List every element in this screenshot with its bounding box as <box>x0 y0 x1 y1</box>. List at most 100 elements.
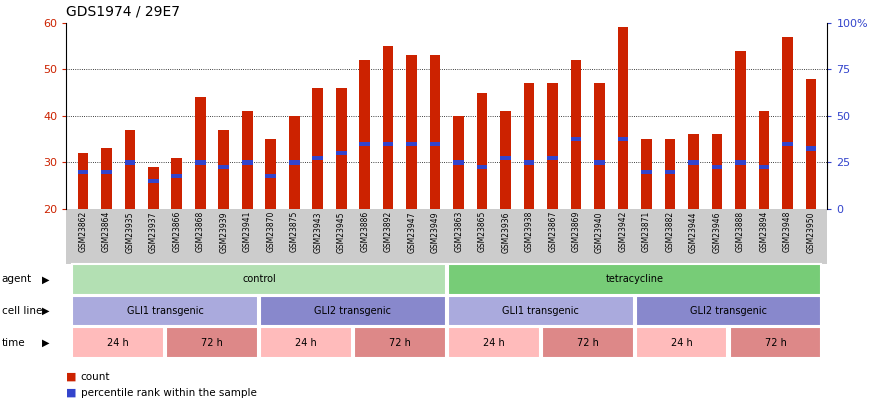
Text: 24 h: 24 h <box>295 338 317 347</box>
Text: GSM23950: GSM23950 <box>806 211 816 252</box>
Text: GSM23947: GSM23947 <box>407 211 416 252</box>
Bar <box>242 111 252 209</box>
Bar <box>712 134 722 209</box>
Text: GLI1 transgenic: GLI1 transgenic <box>127 306 204 316</box>
Bar <box>336 151 347 155</box>
Text: time: time <box>2 338 26 347</box>
Bar <box>665 170 675 174</box>
Text: GSM23942: GSM23942 <box>619 211 627 252</box>
Text: GSM23894: GSM23894 <box>759 211 768 252</box>
Text: count: count <box>81 372 110 382</box>
Text: GSM23935: GSM23935 <box>126 211 135 252</box>
Text: GSM23948: GSM23948 <box>783 211 792 252</box>
Bar <box>571 137 581 141</box>
Text: 24 h: 24 h <box>107 338 129 347</box>
Bar <box>172 174 182 179</box>
Bar <box>383 142 394 146</box>
Bar <box>758 165 769 169</box>
Text: GSM23865: GSM23865 <box>478 211 487 252</box>
Text: GSM23945: GSM23945 <box>336 211 346 252</box>
Text: 72 h: 72 h <box>389 338 411 347</box>
Bar <box>453 160 464 164</box>
Bar <box>383 46 394 209</box>
Bar <box>266 139 276 209</box>
Text: 72 h: 72 h <box>201 338 223 347</box>
Text: GSM23938: GSM23938 <box>525 211 534 252</box>
Text: GSM23882: GSM23882 <box>666 211 674 252</box>
Bar <box>242 160 252 164</box>
Text: ■: ■ <box>66 372 77 382</box>
Bar <box>148 179 158 183</box>
Bar <box>618 28 628 209</box>
Text: GSM23940: GSM23940 <box>595 211 604 252</box>
Text: 24 h: 24 h <box>483 338 504 347</box>
Bar <box>406 55 417 209</box>
Bar <box>805 146 816 151</box>
Text: GSM23886: GSM23886 <box>360 211 369 252</box>
Text: GLI2 transgenic: GLI2 transgenic <box>314 306 391 316</box>
Text: ▶: ▶ <box>42 275 50 284</box>
Bar <box>477 93 488 209</box>
Bar <box>712 165 722 169</box>
Text: GSM23937: GSM23937 <box>149 211 158 252</box>
Bar <box>430 55 441 209</box>
Text: GLI1 transgenic: GLI1 transgenic <box>503 306 580 316</box>
Text: GSM23863: GSM23863 <box>454 211 463 252</box>
Bar <box>78 153 88 209</box>
Text: GSM23871: GSM23871 <box>643 211 651 252</box>
Bar <box>312 156 323 160</box>
Bar <box>148 167 158 209</box>
Bar <box>359 60 370 209</box>
Text: control: control <box>242 275 276 284</box>
Bar <box>735 160 746 164</box>
Text: GLI2 transgenic: GLI2 transgenic <box>690 306 767 316</box>
Text: 72 h: 72 h <box>765 338 787 347</box>
Bar <box>101 170 112 174</box>
Bar <box>524 160 535 164</box>
Bar <box>547 156 558 160</box>
Bar <box>782 37 793 209</box>
Bar <box>219 130 229 209</box>
Bar <box>689 134 699 209</box>
Text: GSM23869: GSM23869 <box>572 211 581 252</box>
Text: GSM23936: GSM23936 <box>501 211 510 252</box>
Text: GDS1974 / 29E7: GDS1974 / 29E7 <box>66 4 181 19</box>
Bar <box>477 165 488 169</box>
Bar <box>618 137 628 141</box>
Bar <box>524 83 535 209</box>
Bar <box>782 142 793 146</box>
Bar <box>78 170 88 174</box>
Text: GSM23939: GSM23939 <box>219 211 228 252</box>
Bar <box>547 83 558 209</box>
Bar <box>101 149 112 209</box>
Bar <box>125 160 135 164</box>
Text: ■: ■ <box>66 388 77 398</box>
Bar <box>758 111 769 209</box>
Bar <box>195 160 205 164</box>
Text: cell line: cell line <box>2 306 42 316</box>
Text: 24 h: 24 h <box>671 338 693 347</box>
Bar <box>735 51 746 209</box>
Text: 72 h: 72 h <box>577 338 599 347</box>
Bar <box>595 160 605 164</box>
Text: GSM23866: GSM23866 <box>173 211 181 252</box>
Bar <box>266 174 276 179</box>
Bar <box>689 160 699 164</box>
Text: GSM23946: GSM23946 <box>712 211 721 252</box>
Text: GSM23944: GSM23944 <box>689 211 698 252</box>
Bar <box>430 142 441 146</box>
Bar <box>453 116 464 209</box>
Text: GSM23868: GSM23868 <box>196 211 204 252</box>
Bar <box>336 88 347 209</box>
Bar <box>642 170 652 174</box>
Bar <box>125 130 135 209</box>
Text: ▶: ▶ <box>42 338 50 347</box>
Bar <box>195 97 205 209</box>
Bar <box>289 160 299 164</box>
Bar <box>172 158 182 209</box>
Bar <box>406 142 417 146</box>
Text: GSM23862: GSM23862 <box>78 211 88 252</box>
Text: GSM23943: GSM23943 <box>313 211 322 252</box>
Bar <box>359 142 370 146</box>
Bar <box>665 139 675 209</box>
